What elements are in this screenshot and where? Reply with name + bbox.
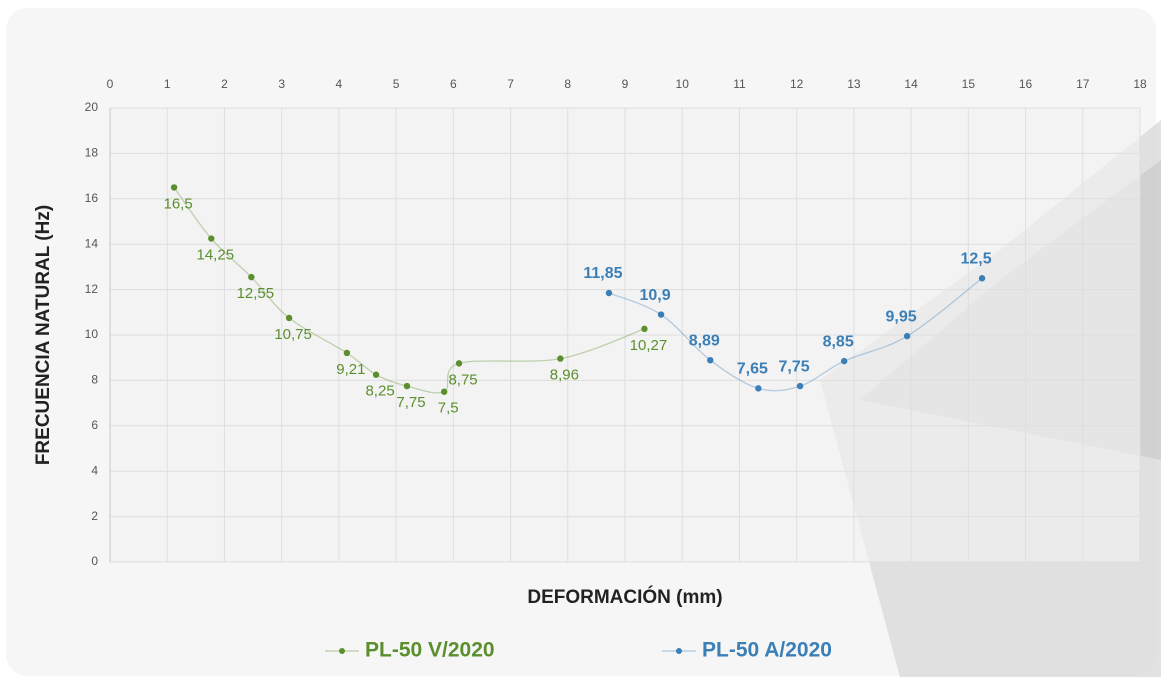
data-label: 8,85: [823, 333, 854, 350]
y-axis-title: FRECUENCIA NATURAL (Hz): [33, 205, 54, 465]
x-axis-title: DEFORMACIÓN (mm): [527, 586, 722, 608]
data-label: 10,27: [630, 337, 668, 354]
data-label: 10,9: [639, 287, 670, 304]
y-tick-label: 18: [85, 146, 99, 160]
x-tick-label: 18: [1133, 77, 1147, 91]
data-point: [657, 311, 665, 318]
y-tick-label: 6: [91, 418, 98, 432]
data-point: [707, 356, 714, 364]
data-label: 7,65: [737, 361, 768, 378]
x-tick-label: 5: [393, 77, 400, 91]
x-tick-label: 11: [733, 77, 746, 91]
x-tick-label: 7: [507, 77, 514, 91]
data-point: [978, 275, 986, 282]
y-tick-label: 8: [91, 373, 98, 387]
data-label: 12,55: [237, 285, 275, 302]
data-point: [840, 357, 848, 365]
x-tick-label: 16: [1019, 77, 1033, 91]
y-tick-label: 10: [85, 327, 99, 341]
data-point: [285, 314, 293, 322]
data-label: 14,25: [197, 246, 235, 263]
data-point: [605, 289, 613, 297]
data-label: 9,95: [886, 308, 917, 325]
data-label: 10,75: [274, 326, 312, 343]
data-point: [557, 355, 564, 362]
data-point: [170, 184, 178, 191]
data-point: [248, 273, 255, 281]
y-tick-label: 20: [85, 100, 99, 114]
x-tick-label: 8: [564, 77, 571, 91]
legend-label: PL-50 A/2020: [702, 639, 832, 662]
data-point: [403, 382, 411, 390]
data-point: [755, 385, 762, 392]
data-label: 8,96: [550, 367, 579, 384]
data-point: [208, 235, 215, 242]
data-label: 8,89: [689, 332, 720, 349]
data-point: [455, 360, 463, 367]
data-label: 8,75: [448, 371, 477, 388]
x-tick-label: 9: [622, 77, 629, 91]
legend-marker: [676, 648, 682, 654]
y-tick-label: 12: [85, 282, 99, 296]
data-point: [372, 371, 380, 378]
legend-label: PL-50 V/2020: [365, 639, 495, 662]
x-tick-label: 14: [904, 77, 918, 91]
data-label: 8,25: [365, 383, 394, 400]
x-tick-label: 1: [164, 77, 171, 91]
x-tick-label: 15: [962, 77, 976, 91]
data-point: [796, 382, 804, 390]
y-tick-label: 4: [91, 463, 98, 477]
x-tick-label: 13: [847, 77, 861, 91]
x-tick-label: 0: [107, 77, 114, 91]
y-tick-label: 2: [91, 509, 98, 523]
data-label: 11,85: [583, 265, 622, 282]
x-tick-label: 3: [278, 77, 285, 91]
x-tick-label: 6: [450, 77, 457, 91]
data-label: 7,75: [396, 394, 425, 411]
x-tick-label: 12: [790, 77, 804, 91]
data-label: 12,5: [960, 250, 991, 267]
x-tick-label: 10: [676, 77, 690, 91]
data-label: 16,5: [163, 195, 192, 212]
y-tick-label: 0: [91, 554, 98, 568]
y-tick-label: 14: [85, 236, 99, 250]
data-point: [903, 332, 911, 340]
data-point: [440, 388, 448, 395]
data-point: [641, 325, 648, 333]
data-label: 7,75: [779, 358, 810, 375]
y-tick-label: 16: [85, 191, 99, 205]
x-tick-label: 2: [221, 77, 228, 91]
legend-marker: [339, 648, 345, 654]
data-point: [343, 349, 351, 357]
series-line: [173, 187, 645, 394]
x-tick-label: 17: [1076, 77, 1090, 91]
data-label: 7,5: [438, 400, 459, 417]
data-label: 9,21: [336, 361, 365, 378]
x-tick-label: 4: [336, 77, 343, 91]
